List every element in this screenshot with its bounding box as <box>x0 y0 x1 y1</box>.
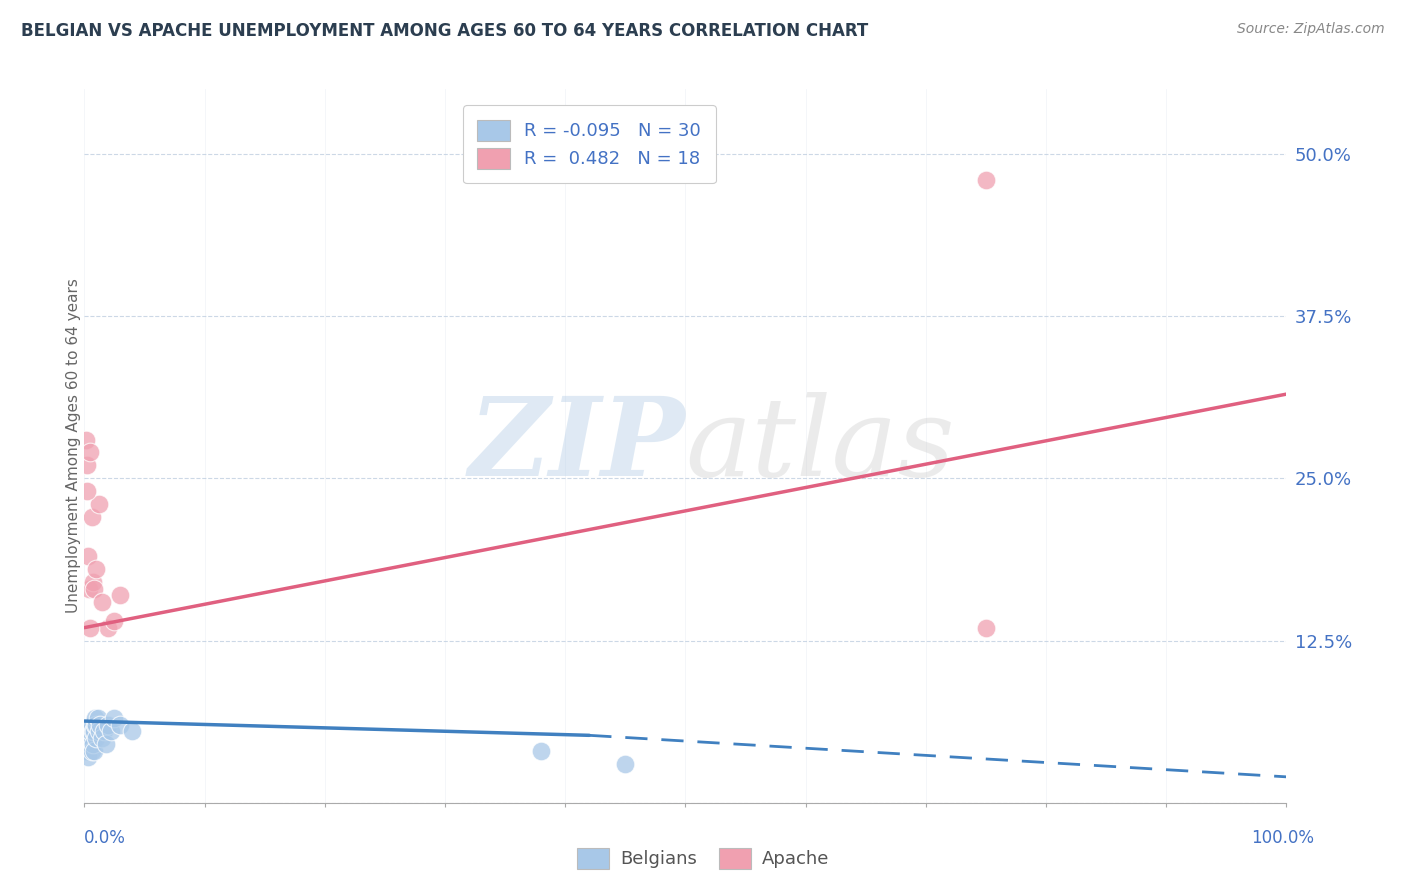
Point <box>80 718 103 732</box>
Point <box>614 756 637 771</box>
Point <box>93 724 115 739</box>
Legend: R = -0.095   N = 30, R =  0.482   N = 18: R = -0.095 N = 30, R = 0.482 N = 18 <box>463 105 716 183</box>
Point <box>79 738 101 752</box>
Point <box>86 711 108 725</box>
Point <box>76 484 98 499</box>
Text: atlas: atlas <box>686 392 955 500</box>
Point <box>84 711 107 725</box>
Point <box>82 575 104 590</box>
Point <box>86 718 108 732</box>
Point <box>75 433 97 447</box>
Text: ZIP: ZIP <box>468 392 686 500</box>
Point <box>974 173 997 187</box>
Point <box>103 711 125 725</box>
Point <box>86 562 108 576</box>
Point <box>79 445 101 459</box>
Point <box>83 744 105 758</box>
Point <box>110 718 132 732</box>
Point <box>80 510 103 524</box>
Point <box>97 621 120 635</box>
Legend: Belgians, Apache: Belgians, Apache <box>569 840 837 876</box>
Point <box>91 731 114 745</box>
Text: 0.0%: 0.0% <box>84 829 127 847</box>
Point <box>77 750 100 764</box>
Point <box>77 724 100 739</box>
Point <box>86 731 108 745</box>
Point <box>100 724 122 739</box>
Point <box>83 582 105 596</box>
Point <box>530 744 553 758</box>
Point <box>82 738 104 752</box>
Point <box>80 744 103 758</box>
Point <box>91 595 114 609</box>
Point <box>79 621 101 635</box>
Point <box>94 738 117 752</box>
Point <box>89 718 111 732</box>
Point <box>121 724 143 739</box>
Point <box>77 582 100 596</box>
Point <box>87 497 110 511</box>
Text: 100.0%: 100.0% <box>1251 829 1315 847</box>
Point <box>87 724 110 739</box>
Point <box>82 724 104 739</box>
Text: BELGIAN VS APACHE UNEMPLOYMENT AMONG AGES 60 TO 64 YEARS CORRELATION CHART: BELGIAN VS APACHE UNEMPLOYMENT AMONG AGE… <box>21 22 869 40</box>
Point <box>110 588 132 602</box>
Point <box>84 718 107 732</box>
Point <box>75 744 97 758</box>
Point <box>974 621 997 635</box>
Text: Source: ZipAtlas.com: Source: ZipAtlas.com <box>1237 22 1385 37</box>
Point <box>103 614 125 628</box>
Point <box>83 724 105 739</box>
Point <box>77 549 100 564</box>
Y-axis label: Unemployment Among Ages 60 to 64 years: Unemployment Among Ages 60 to 64 years <box>66 278 80 614</box>
Point <box>76 458 98 473</box>
Point <box>77 731 100 745</box>
Point <box>76 731 98 745</box>
Point <box>79 724 101 739</box>
Point <box>97 718 120 732</box>
